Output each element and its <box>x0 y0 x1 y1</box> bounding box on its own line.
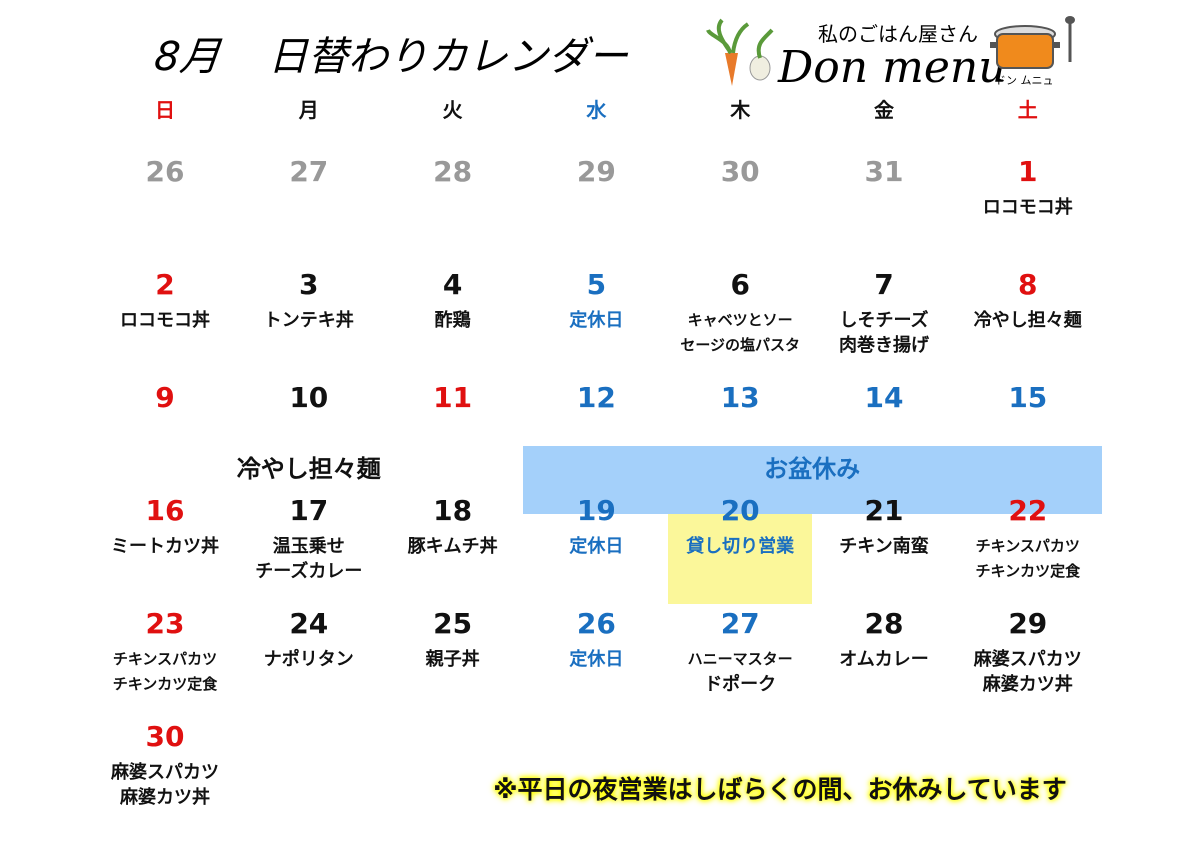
day-number: 29 <box>1008 607 1048 640</box>
day-number: 26 <box>145 155 185 188</box>
menu-item: オムカレー <box>839 649 929 670</box>
menu-item: チキン南蛮 <box>839 536 929 557</box>
span-text: 冷やし担々麺 <box>236 455 381 483</box>
menu-item: 麻婆スパカツ <box>111 762 219 783</box>
notice: ※平日の夜営業はしばらくの間、お休みしています <box>493 775 1067 804</box>
menu-item: セージの塩パスタ <box>680 336 801 354</box>
day-number: 27 <box>720 607 760 640</box>
day-number: 3 <box>299 268 319 301</box>
weekday-label: 火 <box>442 98 463 122</box>
day-number: 25 <box>433 607 473 640</box>
menu-item: 冷やし担々麺 <box>973 310 1082 331</box>
weekday-label: 金 <box>874 98 894 122</box>
weekday-label: 土 <box>1017 98 1038 122</box>
menu-item: ロコモコ丼 <box>120 310 210 331</box>
day-number: 15 <box>1008 381 1048 414</box>
menu-item: ミートカツ丼 <box>111 536 219 557</box>
day-number: 20 <box>720 494 760 527</box>
menu-item: 定休日 <box>569 649 624 670</box>
menu-item: 温玉乗せ <box>272 536 345 557</box>
day-number: 10 <box>289 381 329 414</box>
menu-item: ナポリタン <box>263 649 354 670</box>
day-number: 9 <box>155 381 175 414</box>
day-number: 30 <box>720 155 760 188</box>
logo-kana: ドン ムニュ <box>995 74 1054 87</box>
menu-item: 親子丼 <box>425 649 480 670</box>
menu-item: トンテキ丼 <box>263 310 354 331</box>
day-number: 21 <box>864 494 904 527</box>
menu-item: 定休日 <box>569 310 624 331</box>
menu-item: 定休日 <box>569 536 624 557</box>
day-number: 13 <box>720 381 760 414</box>
menu-item: ドポーク <box>704 674 777 695</box>
weekday-label: 水 <box>586 98 607 122</box>
day-number: 11 <box>433 381 473 414</box>
menu-item: チーズカレー <box>255 561 363 582</box>
menu-item: しそチーズ <box>839 310 929 331</box>
menu-item: チキンカツ定食 <box>112 675 218 693</box>
day-number: 16 <box>145 494 185 527</box>
menu-item: 豚キムチ丼 <box>407 536 498 557</box>
day-number: 27 <box>289 155 329 188</box>
day-number: 4 <box>442 268 463 301</box>
day-number: 30 <box>145 720 185 753</box>
menu-item: ロコモコ丼 <box>982 197 1073 218</box>
menu-item: キャベツとソー <box>687 311 793 329</box>
menu-item: 肉巻き揚げ <box>839 335 929 356</box>
weekday-label: 月 <box>298 98 319 122</box>
menu-item: チキンカツ定食 <box>975 562 1081 580</box>
day-number: 26 <box>576 607 616 640</box>
day-number: 8 <box>1018 268 1038 301</box>
day-number: 28 <box>433 155 473 188</box>
span-text: お盆休み <box>764 455 861 483</box>
menu-item: 貸し切り営業 <box>686 536 795 557</box>
day-number: 31 <box>864 155 904 188</box>
menu-item: ハニーマスター <box>687 650 793 668</box>
day-number: 7 <box>874 268 894 301</box>
logo-subtitle: 私のごはん屋さん <box>818 22 978 46</box>
menu-item: 麻婆カツ丼 <box>982 674 1073 695</box>
day-number: 28 <box>864 607 904 640</box>
weekday-label: 木 <box>730 98 751 122</box>
menu-item: 酢鶏 <box>434 310 471 331</box>
day-number: 24 <box>289 607 329 640</box>
day-number: 5 <box>586 268 607 301</box>
menu-item: チキンスパカツ <box>975 537 1080 555</box>
day-number: 19 <box>576 494 616 527</box>
day-number: 1 <box>1018 155 1038 188</box>
day-number: 6 <box>730 268 750 301</box>
span-band <box>522 446 1102 514</box>
day-number: 12 <box>576 381 616 414</box>
pot-illustration <box>990 16 1075 69</box>
logo-name: Don menu <box>778 42 1007 93</box>
title: 日替わりカレンダー <box>268 34 628 80</box>
title-month: 8月 <box>152 34 223 80</box>
menu-item: チキンスパカツ <box>112 650 218 668</box>
day-number: 18 <box>433 494 473 527</box>
menu-item: 麻婆カツ丼 <box>120 787 210 808</box>
day-number: 17 <box>289 494 329 527</box>
day-number: 14 <box>864 381 904 414</box>
day-number: 23 <box>145 607 185 640</box>
vegetable-illustration <box>706 18 774 86</box>
day-number: 22 <box>1008 494 1048 527</box>
weekday-label: 日 <box>155 98 175 122</box>
day-number: 2 <box>155 268 175 301</box>
day-number: 29 <box>576 155 616 188</box>
menu-item: 麻婆スパカツ <box>973 649 1082 670</box>
